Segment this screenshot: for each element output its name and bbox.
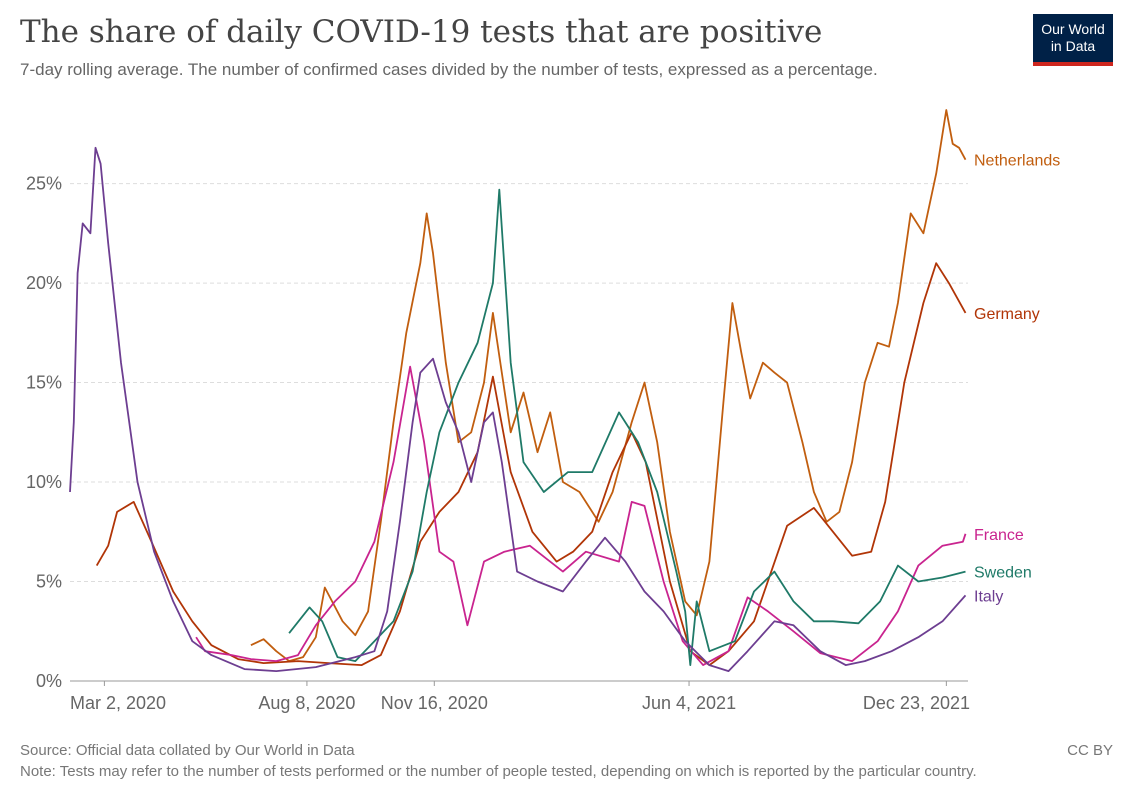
logo-line-2: in Data [1050, 38, 1096, 54]
series-labels: Netherlands Germany France Sweden Italy [974, 153, 1060, 606]
series-label-netherlands: Netherlands [974, 153, 1060, 170]
owid-logo[interactable]: Our World in Data [1033, 14, 1113, 66]
series-label-italy: Italy [974, 588, 1003, 605]
source-note: Source: Official data collated by Our Wo… [20, 742, 355, 759]
y-tick-label: 20% [26, 273, 62, 293]
x-tick-label: Mar 2, 2020 [70, 693, 166, 713]
grid-lines: 0% 5% 10% 15% 20% 25% [26, 174, 968, 691]
series-line-france [195, 365, 967, 666]
series-line-sweden [288, 188, 966, 666]
series-lines [69, 109, 967, 672]
chart-title: The share of daily COVID-19 tests that a… [20, 14, 823, 50]
x-tick-label: Dec 23, 2021 [863, 693, 970, 713]
y-tick-label: 15% [26, 373, 62, 393]
y-tick-label: 25% [26, 174, 62, 194]
series-line-germany [95, 262, 967, 666]
series-label-sweden: Sweden [974, 565, 1032, 582]
y-tick-label: 0% [36, 671, 62, 691]
footnote: Note: Tests may refer to the number of t… [20, 763, 977, 780]
x-tick-label: Jun 4, 2021 [642, 693, 736, 713]
series-label-germany: Germany [974, 306, 1040, 323]
chart-subtitle: 7-day rolling average. The number of con… [20, 60, 878, 79]
y-tick-label: 5% [36, 572, 62, 592]
y-tick-label: 10% [26, 472, 62, 492]
x-tick-label: Nov 16, 2020 [381, 693, 488, 713]
x-tick-label: Aug 8, 2020 [258, 693, 355, 713]
series-label-france: France [974, 527, 1024, 544]
license-link[interactable]: CC BY [1067, 742, 1113, 759]
series-line-italy [69, 146, 967, 672]
series-line-netherlands [250, 109, 967, 662]
x-axis: Mar 2, 2020 Aug 8, 2020 Nov 16, 2020 Jun 4,… [70, 680, 970, 713]
logo-line-1: Our World [1041, 21, 1105, 37]
